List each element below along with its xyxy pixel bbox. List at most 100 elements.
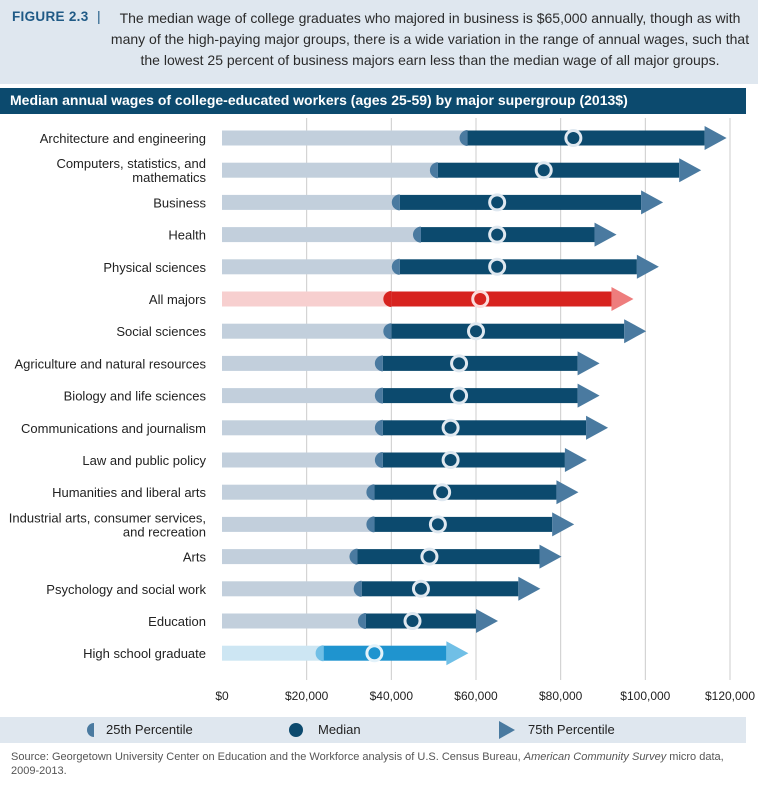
median-marker	[433, 483, 452, 502]
range-bar	[374, 484, 557, 500]
median-marker	[428, 515, 447, 534]
p75-marker	[704, 126, 727, 150]
base-bar	[222, 388, 383, 404]
p25-marker	[374, 355, 383, 372]
base-bar	[222, 194, 400, 210]
p25-marker	[353, 580, 362, 597]
category-row	[222, 609, 498, 633]
p75-marker	[552, 512, 575, 537]
p25-marker	[383, 291, 392, 307]
category-labels: Architecture and engineering Computers, s…	[9, 131, 207, 661]
p25-marker	[315, 645, 324, 662]
range-bar	[361, 581, 519, 597]
base-bar	[222, 162, 438, 178]
bars	[222, 126, 727, 666]
p25-marker	[374, 452, 383, 468]
p25-marker	[366, 516, 375, 533]
x-tick-label: $0	[215, 689, 229, 703]
category-row	[222, 576, 541, 601]
x-tick-label: $40,000	[370, 689, 414, 703]
source-suffix: micro data, 2009-2013.	[11, 751, 724, 777]
range-bar	[391, 323, 625, 339]
category-label: Industrial arts, consumer services, and r…	[9, 510, 206, 539]
base-bar	[222, 355, 383, 371]
figure-caption: The median wage of college graduates who…	[110, 10, 750, 68]
category-row	[222, 126, 727, 150]
p75-marker	[636, 254, 659, 279]
x-tick-label: $120,000	[705, 689, 755, 703]
range-bar	[374, 516, 553, 532]
range-bar	[391, 291, 612, 307]
category-label: Humanities and liberal arts	[52, 485, 206, 500]
category-label: Health	[168, 228, 206, 243]
category-label: High school graduate	[83, 646, 206, 661]
p75-marker	[624, 319, 647, 344]
p25-marker	[429, 162, 438, 179]
median-marker	[534, 161, 553, 180]
category-label: Education	[148, 614, 206, 629]
p25-marker	[374, 387, 383, 404]
base-bar	[222, 581, 362, 597]
median-marker	[488, 193, 507, 212]
p75-legend-label: 75th Percentile	[528, 722, 615, 737]
base-bar	[222, 645, 324, 661]
median-marker	[403, 612, 422, 630]
x-tick-label: $80,000	[539, 689, 583, 703]
range-bar	[420, 227, 595, 243]
base-bar	[222, 613, 366, 629]
category-row	[222, 287, 634, 311]
chart-plot: Architecture and engineering Computers, s…	[9, 118, 755, 703]
x-tick-label: $100,000	[620, 689, 670, 703]
category-label: Psychology and social work	[46, 582, 206, 597]
category-row	[222, 319, 647, 344]
category-label: Law and public policy	[82, 453, 206, 468]
category-label: Computers, statistics, and mathematics	[56, 156, 206, 185]
figure-separator: |	[97, 8, 101, 24]
p75-marker	[641, 190, 664, 215]
category-row	[222, 415, 609, 440]
range-bar	[382, 452, 565, 468]
chart-title: Median annual wages of college-educated …	[10, 92, 628, 108]
category-row	[222, 641, 469, 666]
median-marker	[450, 354, 469, 373]
p75-marker	[577, 351, 600, 376]
base-bar	[222, 549, 358, 565]
p75-marker	[539, 544, 562, 569]
range-bar	[467, 130, 705, 146]
category-row	[222, 448, 587, 472]
figure-header: FIGURE 2.3 | The median wage of college …	[0, 0, 758, 84]
source-note: Source: Georgetown University Center on …	[11, 750, 741, 778]
category-row	[222, 222, 617, 247]
median-marker	[488, 257, 507, 276]
category-row	[222, 190, 664, 215]
category-label: Agriculture and natural resources	[15, 356, 207, 371]
median-marker	[365, 644, 384, 663]
p75-marker	[518, 576, 541, 601]
p75-marker	[476, 609, 498, 633]
category-row	[222, 512, 575, 537]
base-bar	[222, 291, 392, 307]
p25-legend-icon	[87, 723, 94, 737]
p75-marker	[577, 383, 600, 408]
p75-marker	[446, 641, 469, 666]
legend: 25th Percentile Median 75th Percentile	[0, 717, 746, 743]
p25-marker	[383, 323, 392, 340]
median-marker	[420, 547, 439, 566]
median-marker	[441, 451, 460, 469]
median-marker	[411, 579, 430, 598]
p25-marker	[391, 194, 400, 211]
p25-marker	[357, 613, 366, 629]
p25-legend-label: 25th Percentile	[106, 722, 193, 737]
base-bar	[222, 323, 392, 339]
p25-marker	[349, 548, 358, 565]
category-label: All majors	[149, 292, 207, 307]
source-italic: American Community Survey	[523, 751, 667, 763]
median-marker	[441, 418, 460, 437]
p75-marker	[586, 415, 609, 440]
base-bar	[222, 516, 375, 532]
p75-marker	[679, 158, 702, 183]
category-label: Business	[153, 195, 206, 210]
category-label: Physical sciences	[103, 260, 206, 275]
p25-marker	[374, 419, 383, 436]
range-bar	[399, 194, 642, 210]
